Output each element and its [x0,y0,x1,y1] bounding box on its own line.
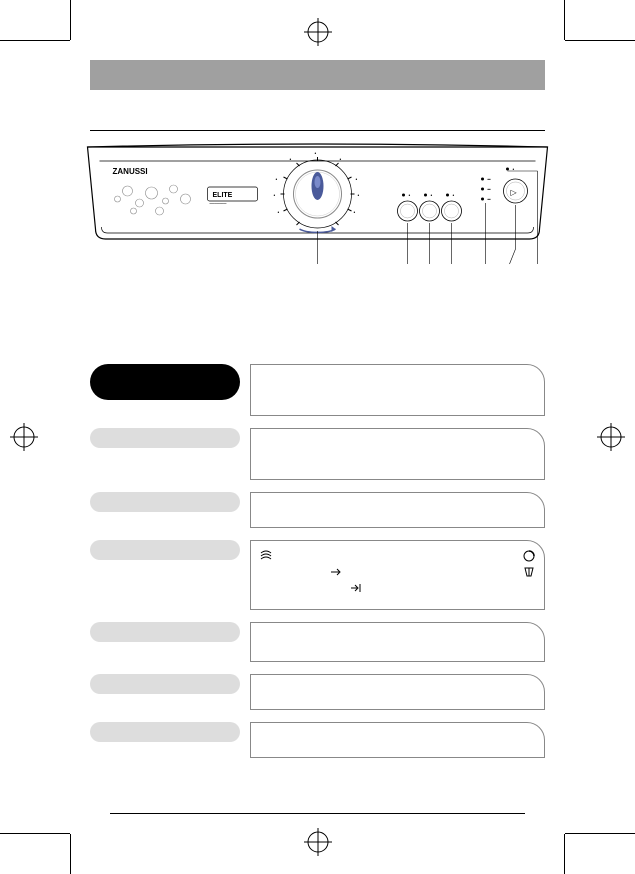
label-desc-2 [250,428,545,480]
section-header-bar [90,60,545,90]
svg-text:━: ━ [487,187,492,193]
label-pill-3 [90,492,240,512]
registration-mark-left [10,423,38,451]
label-row-5 [90,622,545,662]
label-row-6 [90,674,545,710]
label-pill-5 [90,622,240,642]
label-list [90,364,545,758]
label-row-3 [90,492,545,528]
label-row-2 [90,428,545,480]
label-row-7 [90,722,545,758]
drain-icon [522,565,536,579]
label-pill-6 [90,674,240,694]
bubbles-icon [115,185,191,215]
start-button-icon: ▷ [504,179,528,203]
svg-text:•: • [354,210,356,216]
svg-text:•: • [453,193,455,199]
label-desc-7 [250,722,545,758]
svg-text:•: • [513,167,515,173]
option-button-3-icon: • [442,193,462,221]
label-pill-1 [90,364,240,400]
divider-line-top [90,130,545,131]
divider-line-bottom [110,813,525,814]
registration-mark-right [597,423,625,451]
option-button-2-icon: • [420,193,440,221]
option-button-1-icon: • [398,193,418,221]
control-panel-diagram: ZANUSSI ELITE ━━━━━━━ [75,139,560,294]
svg-text:•: • [274,193,276,199]
page-content: ZANUSSI ELITE ━━━━━━━ [70,40,565,834]
svg-text:•: • [290,157,292,163]
spin-icon [522,549,536,563]
svg-text:•: • [340,157,342,163]
svg-text:•: • [278,210,280,216]
label-desc-5 [250,622,545,662]
wash-icon [259,549,273,563]
rinse-icon [329,565,343,579]
svg-text:•: • [315,151,317,157]
label-desc-4 [250,540,545,610]
svg-text:•: • [431,193,433,199]
brand-label-left: ZANUSSI [113,167,148,176]
end-icon [349,581,363,595]
program-dial-icon: • • • • • • • • • [274,151,360,232]
label-desc-3 [250,492,545,528]
label-pill-4 [90,540,240,560]
label-row-4 [90,540,545,610]
svg-text:•: • [276,177,278,183]
label-desc-1 [250,364,545,416]
svg-text:━: ━ [487,197,492,203]
svg-text:━━━━━━━: ━━━━━━━ [209,201,227,206]
svg-text:▷: ▷ [511,188,518,197]
label-pill-2 [90,428,240,448]
svg-text:━: ━ [487,177,492,183]
label-row-1 [90,364,545,416]
label-pill-7 [90,722,240,742]
brand-label-right: ELITE [213,192,233,199]
svg-text:•: • [409,193,411,199]
label-desc-6 [250,674,545,710]
svg-text:•: • [356,177,358,183]
svg-text:•: • [358,193,360,199]
